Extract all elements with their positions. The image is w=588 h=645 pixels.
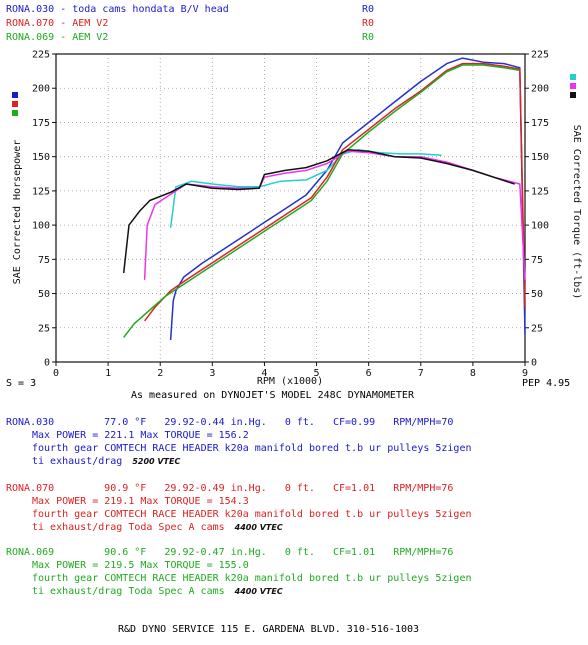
legend-entry-2: RONA.069 - AEM V2 <box>6 32 108 44</box>
run-name: RONA.070 <box>6 483 55 494</box>
run-power: Max POWER = 219.1 Max TORQUE = 154.3 <box>32 496 249 507</box>
y-tick-label-left: 50 <box>38 289 50 300</box>
run-desc2: ti exhaust/drag Toda Spec A cams <box>32 522 225 533</box>
hp-swatch-blue <box>12 92 18 98</box>
dyno-line: As measured on DYNOJET'S MODEL 248C DYNA… <box>131 390 414 401</box>
run-cf: CF=0.99 <box>332 417 376 428</box>
run-power: Max POWER = 219.5 Max TORQUE = 155.0 <box>32 560 249 571</box>
legend-code: R0 <box>362 4 375 15</box>
legend-label: RONA.069 - AEM V2 <box>6 32 109 43</box>
x-axis-label: RPM (x1000) <box>257 376 323 387</box>
y-tick-label-right: 225 <box>531 50 549 61</box>
x-tick-label: 1 <box>105 368 111 379</box>
y-tick-label-right: 200 <box>531 84 549 95</box>
s-value: S = 3 <box>6 378 37 389</box>
tq-swatch-cyan <box>570 74 576 80</box>
run-baro: 29.92-0.47 in.Hg. <box>164 547 267 558</box>
run-power: Max POWER = 221.1 Max TORQUE = 156.2 <box>32 430 249 441</box>
run-alt: 0 ft. <box>284 417 315 428</box>
y-axis-label-left: SAE Corrected Horsepower <box>12 140 23 285</box>
run-block-0: RONA.030 77.0 °F 29.92-0.44 in.Hg. 0 ft. … <box>6 416 472 468</box>
hp-swatch-red <box>12 101 18 107</box>
series-line-rona-069-horsepower <box>123 64 520 338</box>
legend-code: R0 <box>362 18 375 29</box>
y-tick-label-left: 100 <box>32 221 50 232</box>
legend-entry-0: RONA.030 - toda cams hondata B/V head <box>6 4 229 16</box>
run-handwritten-note: 4400 VTEC <box>234 523 283 532</box>
run-block-1: RONA.070 90.9 °F 29.92-0.49 in.Hg. 0 ft. … <box>6 482 472 534</box>
pep-version: PEP 4.95 <box>522 378 571 389</box>
run-temp: 77.0 °F <box>104 417 147 428</box>
legend-label: RONA.030 - toda cams hondata B/V head <box>6 4 229 15</box>
y-tick-label-left: 150 <box>32 152 50 163</box>
run-rpm-mph: RPM/MPH=76 <box>393 483 454 494</box>
y-tick-label-right: 75 <box>531 255 543 266</box>
chart-grid <box>56 54 525 362</box>
run-desc2: ti exhaust/drag Toda Spec A cams <box>32 586 225 597</box>
y-tick-label-left: 175 <box>32 118 50 129</box>
run-desc1: fourth gear COMTECH RACE HEADER k20a man… <box>32 573 472 584</box>
tq-swatch-black <box>570 92 576 98</box>
x-tick-label: 8 <box>470 368 476 379</box>
run-desc2: ti exhaust/drag <box>32 456 123 467</box>
y-tick-label-right: 0 <box>531 358 537 369</box>
chart-series <box>122 57 526 341</box>
y-tick-label-right: 25 <box>531 323 543 334</box>
y-tick-label-right: 150 <box>531 152 549 163</box>
run-rpm-mph: RPM/MPH=70 <box>393 417 454 428</box>
x-tick-label: 7 <box>418 368 424 379</box>
run-handwritten-note: 4400 VTEC <box>234 587 283 596</box>
series-line-rona-070-horsepower <box>144 62 526 322</box>
series-line-rona-070-torque <box>143 150 526 280</box>
y-tick-label-left: 25 <box>38 323 50 334</box>
y-tick-label-left: 0 <box>44 358 50 369</box>
y-tick-label-left: 200 <box>32 84 50 95</box>
series-line-rona-030-torque <box>169 149 442 228</box>
x-tick-label: 9 <box>522 368 528 379</box>
hp-swatch-green <box>12 110 18 116</box>
run-rpm-mph: RPM/MPH=76 <box>393 547 454 558</box>
legend-entry-1: RONA.070 - AEM V2 <box>6 18 108 30</box>
run-name: RONA.030 <box>6 417 55 428</box>
y-tick-label-right: 175 <box>531 118 549 129</box>
y-tick-label-left: 125 <box>32 186 50 197</box>
run-cf: CF=1.01 <box>332 483 376 494</box>
run-temp: 90.6 °F <box>104 547 147 558</box>
y-tick-label-right: 50 <box>531 289 543 300</box>
y-tick-label-left: 225 <box>32 50 50 61</box>
plot-frame <box>55 53 526 363</box>
x-tick-label: 6 <box>366 368 372 379</box>
x-tick-label: 0 <box>53 368 59 379</box>
x-tick-label: 5 <box>314 368 320 379</box>
series-line-rona-069-torque <box>122 149 515 274</box>
run-block-2: RONA.069 90.6 °F 29.92-0.47 in.Hg. 0 ft. … <box>6 546 472 598</box>
legend-label: RONA.070 - AEM V2 <box>6 18 109 29</box>
y-tick-label-right: 100 <box>531 221 549 232</box>
run-cf: CF=1.01 <box>332 547 376 558</box>
legend-code: R0 <box>362 32 375 43</box>
y-tick-label-right: 125 <box>531 186 549 197</box>
run-baro: 29.92-0.44 in.Hg. <box>164 417 267 428</box>
run-baro: 29.92-0.49 in.Hg. <box>164 483 267 494</box>
x-tick-label: 2 <box>157 368 163 379</box>
run-desc1: fourth gear COMTECH RACE HEADER k20a man… <box>32 443 472 454</box>
x-tick-label: 4 <box>261 368 267 379</box>
run-handwritten-note: 5200 VTEC <box>132 457 181 466</box>
run-alt: 0 ft. <box>284 483 315 494</box>
shop-info: R&D DYNO SERVICE 115 E. GARDENA BLVD. 31… <box>118 624 420 635</box>
x-tick-label: 3 <box>209 368 215 379</box>
y-axis-label-right: SAE Corrected Torque (ft-lbs) <box>571 125 582 300</box>
series-line-rona-030-horsepower <box>169 57 526 341</box>
run-desc1: fourth gear COMTECH RACE HEADER k20a man… <box>32 509 472 520</box>
y-tick-label-left: 75 <box>38 255 50 266</box>
run-temp: 90.9 °F <box>104 483 147 494</box>
run-alt: 0 ft. <box>284 547 315 558</box>
run-name: RONA.069 <box>6 547 55 558</box>
tq-swatch-magenta <box>570 83 576 89</box>
